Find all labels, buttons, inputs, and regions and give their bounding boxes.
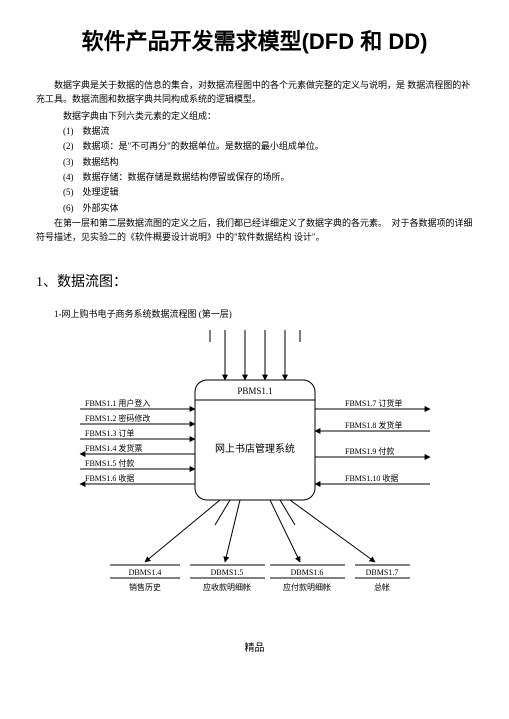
store-2-code: DBMS1.5 <box>210 568 243 577</box>
list-item-4: (4) 数据存储：数据存储是数据结构停留或保存的场所。 <box>63 170 473 185</box>
store-3-name: 应付款明细帐 <box>283 582 331 592</box>
intro-paragraph-1: 数据字典是关于数据的信息的集合，对数据流程图中的各个元素做完整的定义与说明，是 … <box>36 78 473 107</box>
list-item-6: (6) 外部实体 <box>63 201 473 216</box>
store-1-name: 销售历史 <box>129 582 161 592</box>
store-1-code: DBMS1.4 <box>128 568 161 577</box>
page-title: 软件产品开发需求模型(DFD 和 DD) <box>36 24 473 56</box>
list-item-3: (3) 数据结构 <box>63 155 473 170</box>
definition-list: 数据字典由下列六类元素的定义组成： (1) 数据流 (2) 数据项：是"不可再分… <box>45 109 473 216</box>
store-3-code: DBMS1.6 <box>290 568 323 577</box>
list-item-5: (5) 处理逻辑 <box>63 185 473 200</box>
page-footer: 精品 <box>36 639 473 654</box>
store-4-code: DBMS1.7 <box>365 568 398 577</box>
store-2-name: 应收款明细帐 <box>203 582 251 592</box>
list-header: 数据字典由下列六类元素的定义组成： <box>45 109 473 124</box>
section-title-1: 1、数据流图： <box>36 271 473 291</box>
process-name: 网上书店管理系统 <box>215 442 295 455</box>
list-item-1: (1) 数据流 <box>63 124 473 139</box>
flow-right-4: FBMS1.10 收据 <box>345 473 398 483</box>
flow-left-3: FBMS1.3 订单 <box>85 428 134 438</box>
flow-left-6: FBMS1.6 收据 <box>85 473 134 483</box>
flow-left-1: FBMS1.1 用户登入 <box>85 398 150 408</box>
diagram-caption: 1-网上购书电子商务系统数据流程图 (第一层) <box>54 307 473 320</box>
flow-left-5: FBMS1.5 付款 <box>85 458 134 468</box>
flow-left-4: FBMS1.4 发货票 <box>85 443 142 453</box>
flow-right-2: FBMS1.8 发货单 <box>345 420 402 430</box>
process-code: PBMS1.1 <box>237 386 272 396</box>
after-paragraph: 在第一层和第二层数据流图的定义之后，我们都已经详细定义了数据字典的各元素。 对于… <box>36 216 473 245</box>
dfd-diagram: PBMS1.1 网上书店管理系统 FBMS1.1 用户登入 FBMS1.2 密码… <box>65 330 445 625</box>
flow-right-3: FBMS1.9 付款 <box>345 446 394 456</box>
store-4-name: 总帐 <box>374 582 390 592</box>
flow-right-1: FBMS1.7 订货单 <box>345 398 402 408</box>
flow-left-2: FBMS1.2 密码修改 <box>85 413 150 423</box>
list-item-2: (2) 数据项：是"不可再分"的数据单位。是数据的最小组成单位。 <box>63 139 473 154</box>
